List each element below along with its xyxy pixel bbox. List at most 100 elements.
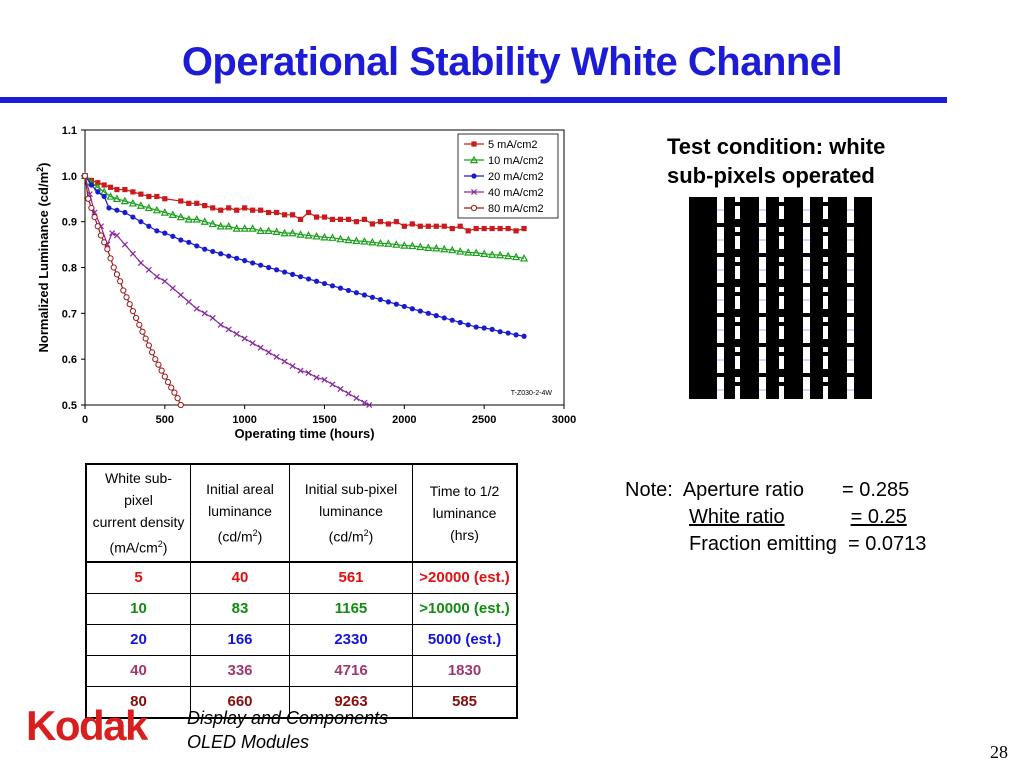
data-point xyxy=(488,250,497,258)
data-point xyxy=(130,189,136,195)
data-point xyxy=(305,276,312,282)
table-cell: >20000 (est.) xyxy=(412,561,518,594)
data-point xyxy=(168,384,175,391)
data-point xyxy=(106,192,115,200)
data-point xyxy=(321,214,328,220)
data-point xyxy=(178,237,184,243)
data-point xyxy=(218,251,224,257)
table-cell: 83 xyxy=(190,592,290,625)
header-line: White sub-pixel xyxy=(105,470,172,508)
data-point xyxy=(161,278,168,285)
data-point xyxy=(114,186,120,193)
note-name: Fraction emitting xyxy=(689,533,837,555)
data-point xyxy=(129,250,136,257)
data-point xyxy=(353,219,360,225)
data-point xyxy=(385,221,391,227)
note-name: Aperture ratio xyxy=(682,479,804,501)
data-point xyxy=(95,180,101,186)
data-point xyxy=(130,214,136,220)
data-point xyxy=(233,330,240,337)
data-point xyxy=(161,373,168,380)
page-number: 28 xyxy=(990,742,1008,762)
x-tick-label: 3000 xyxy=(552,414,576,426)
x-tick-label: 500 xyxy=(156,414,174,426)
title-divider xyxy=(0,97,947,103)
data-point xyxy=(288,228,297,237)
data-point xyxy=(424,243,433,251)
data-point xyxy=(481,225,487,232)
data-point xyxy=(329,283,336,289)
table-cell: >10000 (est.) xyxy=(412,592,518,625)
data-point xyxy=(513,332,519,338)
data-point xyxy=(113,232,120,239)
footer-line2: OLED Modules xyxy=(187,732,310,752)
table-header-cell: Initial sub-pixel luminance (cd/m2) xyxy=(289,463,413,563)
data-point xyxy=(178,198,184,204)
test-condition: Test condition: white sub-pixels operate… xyxy=(667,132,885,190)
y-tick-label: 0.7 xyxy=(62,308,77,320)
table-cell: 4716 xyxy=(289,654,413,687)
data-point xyxy=(345,390,352,397)
data-point xyxy=(481,325,487,331)
data-point xyxy=(274,267,280,273)
data-point xyxy=(152,205,161,214)
data-point xyxy=(353,395,360,402)
data-point xyxy=(471,173,477,179)
data-point xyxy=(417,223,423,229)
data-point xyxy=(305,209,312,216)
subpixel-column xyxy=(803,197,810,399)
data-point xyxy=(377,219,383,225)
data-point xyxy=(170,233,176,239)
data-point xyxy=(469,155,479,164)
data-point xyxy=(168,210,177,218)
data-point xyxy=(97,232,105,239)
data-point xyxy=(225,326,232,333)
data-point xyxy=(258,207,264,213)
data-point xyxy=(240,224,249,232)
data-point xyxy=(101,193,107,200)
data-point xyxy=(139,328,146,335)
data-point xyxy=(274,209,280,216)
data-point xyxy=(250,260,256,266)
data-point xyxy=(210,205,216,211)
data-point xyxy=(210,248,216,255)
data-point xyxy=(153,273,160,280)
data-point xyxy=(128,198,138,207)
data-point xyxy=(122,209,128,216)
data-point xyxy=(250,207,256,213)
data-point xyxy=(226,205,232,211)
data-point xyxy=(321,376,328,383)
data-point xyxy=(361,216,368,222)
data-point xyxy=(208,219,217,228)
data-point xyxy=(146,223,152,229)
header-unit: (cd/m2) xyxy=(217,528,263,545)
data-point xyxy=(329,216,336,222)
data-point xyxy=(289,363,296,370)
data-point xyxy=(417,308,423,314)
x-tick-label: 1500 xyxy=(312,414,336,426)
data-point xyxy=(368,237,377,246)
table-cell: 20 xyxy=(85,623,191,656)
data-point xyxy=(117,278,124,285)
aperture-note: Note: Aperture ratio = 0.285 White ratio =… xyxy=(625,477,926,558)
data-point xyxy=(385,299,391,305)
data-point xyxy=(137,259,144,266)
data-point xyxy=(109,230,116,237)
data-point xyxy=(496,250,505,259)
data-point xyxy=(376,238,385,247)
data-point xyxy=(107,255,114,262)
data-point xyxy=(337,285,344,291)
data-point xyxy=(433,223,439,229)
subpixel-column xyxy=(823,197,828,399)
data-point xyxy=(85,195,92,202)
note-row: Fraction emitting = 0.0713 xyxy=(625,531,926,558)
y-tick-label: 0.5 xyxy=(62,400,77,412)
data-point xyxy=(297,274,304,280)
legend-label: 20 mA/cm2 xyxy=(488,171,544,183)
data-point xyxy=(258,262,264,268)
y-tick-label: 0.8 xyxy=(62,263,77,275)
data-point xyxy=(336,234,345,243)
current-density-table: White sub-pixel current density (mA/cm2)… xyxy=(85,463,518,719)
data-point xyxy=(352,236,361,245)
data-point xyxy=(145,266,152,273)
